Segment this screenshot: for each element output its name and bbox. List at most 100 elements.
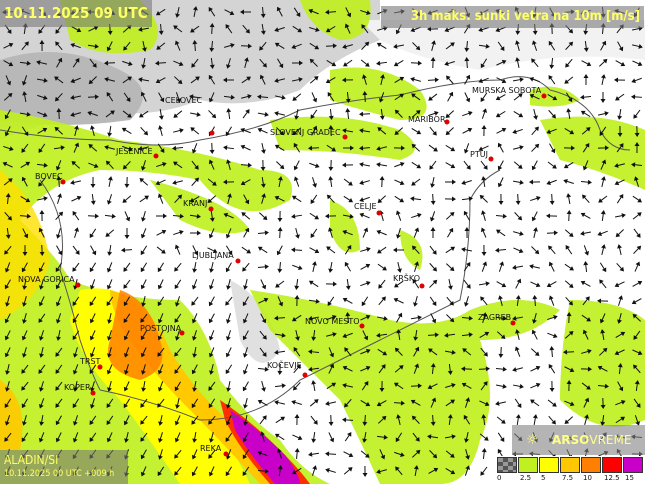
wind-arrow — [21, 126, 29, 137]
wind-arrow — [632, 313, 641, 322]
wind-arrow — [342, 77, 354, 83]
wind-arrow — [121, 127, 132, 134]
wind-arrow — [226, 279, 231, 290]
wind-arrow — [225, 245, 233, 256]
wind-arrow — [395, 432, 403, 443]
wind-arrow — [344, 23, 351, 34]
wind-arrow — [90, 176, 96, 188]
wind-arrow — [294, 278, 300, 290]
wind-arrow — [311, 125, 318, 136]
wind-arrow — [327, 91, 335, 102]
wind-arrow — [512, 128, 523, 134]
wind-arrow — [223, 145, 235, 151]
wind-arrow — [464, 296, 469, 307]
wind-arrow — [257, 94, 269, 100]
wind-arrow — [344, 244, 352, 255]
wind-arrow — [512, 77, 524, 83]
wind-arrow — [597, 383, 609, 389]
wind-arrow — [412, 42, 421, 51]
wind-arrow — [257, 127, 268, 134]
wind-arrow — [428, 144, 438, 152]
wind-arrow — [530, 348, 540, 357]
wind-arrow — [55, 41, 63, 51]
wind-arrow — [240, 162, 252, 168]
wind-arrow — [394, 195, 405, 203]
wind-arrow — [21, 364, 29, 374]
wind-arrow — [156, 42, 166, 50]
wind-arrow — [257, 450, 268, 457]
wind-arrow — [464, 227, 470, 239]
wind-arrow — [173, 230, 184, 236]
forecast-datetime: 10.11.2025 09 UTC — [0, 0, 152, 27]
wind-arrow — [106, 279, 113, 290]
wind-arrow — [430, 397, 437, 408]
wind-arrow — [376, 162, 388, 168]
brand-logo: ☼ ARSOVREME — [512, 425, 645, 455]
wind-arrow — [497, 160, 504, 171]
wind-arrow — [429, 262, 437, 272]
wind-arrow — [39, 414, 45, 426]
wind-arrow — [208, 415, 216, 425]
wind-arrow — [464, 432, 469, 443]
wind-arrow — [597, 230, 608, 237]
wind-arrow — [243, 414, 249, 426]
wind-arrow — [70, 179, 81, 185]
wind-arrow — [208, 347, 215, 358]
wind-arrow — [260, 279, 267, 290]
wind-arrow — [376, 60, 388, 66]
wind-arrow — [175, 398, 180, 409]
wind-arrow — [582, 142, 590, 153]
wind-arrow — [277, 210, 283, 222]
wind-arrow — [566, 312, 572, 324]
wind-arrow — [447, 363, 453, 375]
wind-arrow — [225, 296, 233, 306]
wind-arrow — [155, 213, 167, 219]
wind-arrow — [343, 178, 353, 186]
wind-arrow — [328, 363, 335, 374]
wind-arrow — [309, 58, 318, 67]
wind-arrow — [207, 178, 217, 186]
wind-arrow — [326, 314, 337, 321]
wind-arrow — [223, 212, 234, 219]
wind-arrow — [19, 213, 31, 219]
wind-arrow — [174, 296, 181, 307]
wind-arrow — [445, 211, 455, 220]
wind-arrow — [5, 193, 11, 205]
wind-arrow — [430, 363, 436, 375]
wind-arrow — [393, 382, 404, 390]
wind-arrow — [122, 60, 133, 67]
wind-arrow — [172, 145, 184, 151]
wind-arrow — [293, 7, 301, 18]
wind-arrow — [5, 296, 10, 307]
wind-arrow — [614, 163, 625, 168]
wind-arrow — [240, 9, 252, 15]
wind-arrow — [359, 212, 370, 219]
wind-arrow — [5, 381, 10, 392]
wind-arrow — [155, 60, 167, 66]
wind-arrow — [480, 381, 488, 391]
wind-arrow — [497, 177, 504, 188]
wind-arrow — [362, 465, 368, 477]
wind-arrow — [430, 414, 436, 426]
wind-arrow — [529, 93, 540, 100]
city-label: NOVO MESTO — [305, 317, 360, 326]
wind-arrow — [22, 296, 27, 307]
wind-arrow — [531, 211, 538, 222]
wind-arrow — [547, 399, 557, 407]
wind-arrow — [513, 161, 523, 169]
wind-arrow — [274, 111, 285, 116]
wind-arrow — [362, 91, 368, 103]
wind-arrow — [105, 229, 115, 237]
wind-arrow — [123, 296, 130, 307]
wind-arrow — [461, 247, 473, 253]
wind-arrow — [583, 397, 590, 408]
wind-arrow — [89, 228, 97, 239]
wind-arrow — [291, 43, 302, 50]
city-label: REKA — [200, 444, 222, 453]
wind-arrow — [123, 398, 131, 409]
wind-arrow — [274, 315, 286, 321]
wind-arrow — [21, 143, 29, 153]
wind-arrow — [597, 365, 608, 372]
wind-arrow — [480, 347, 488, 357]
wind-arrow — [209, 210, 215, 222]
